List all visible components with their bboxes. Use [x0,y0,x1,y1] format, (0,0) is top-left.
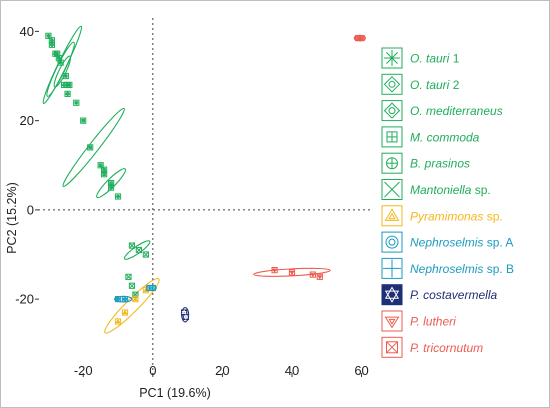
point-o-tauri-1 [57,59,64,66]
ellipse-o-tauri-2 [46,41,75,97]
axes: -20 0 20 40 60 -20 0 20 40 [15,24,369,378]
legend-label: Pyramimonas sp. [410,209,503,223]
point-b-prasinos [101,166,108,173]
y-axis-title: PC2 (15.2%) [5,182,19,254]
y-tick-label: 20 [20,113,34,128]
legend-item: P. tricornutum [381,336,483,358]
point-nephroselmis-sp-b [149,284,156,292]
point-m-commoda [80,117,87,124]
legend-label: O. tauri 1 [410,52,460,66]
point-o-tauri-2 [55,55,62,62]
legend-label: O. mediterraneus [410,104,503,118]
point-b-prasinos [107,184,115,191]
point-o-tauri-2 [48,41,56,48]
y-tick-label: 40 [20,24,34,39]
legend: O. tauri 1 O. tauri 2 O. mediterraneus M. c… [381,47,514,358]
point-mantoniella-sp [135,246,142,254]
legend-label: Mantoniella sp. [410,183,491,197]
point-mantoniella-sp [132,291,139,298]
point-m-commoda [97,162,104,169]
point-o-tauri-1 [45,32,52,39]
legend-item: Nephroselmis sp. B [381,257,514,279]
x-tick-label: 40 [285,363,299,378]
legend-item: B. prasinos [381,152,470,174]
point-p-lutheri [271,267,278,274]
ellipse-pyramimonas-sp [104,278,160,334]
point-o-tauri-1 [62,72,69,80]
x-tick-label: 60 [354,363,368,378]
point-p-costavermella [182,313,189,321]
legend-item: Pyramimonas sp. [381,205,503,227]
point-o-mediterraneus [64,81,71,89]
point-p-tricornutum [358,34,365,42]
x-tick-label: -20 [74,363,93,378]
ellipse-m-commoda [62,107,125,188]
legend-item: Mantoniella sp. [381,179,491,200]
legend-item: O. mediterraneus [381,100,503,122]
legend-label: Nephroselmis sp. A [410,236,513,250]
legend-item: Nephroselmis sp. A [381,231,513,253]
legend-item: P. lutheri [381,310,456,332]
legend-label: Nephroselmis sp. B [410,262,514,276]
point-pyramimonas-sp [114,318,122,325]
point-mantoniella-sp [142,251,149,258]
point-m-commoda [107,180,115,187]
point-mantoniella-sp [128,282,136,289]
point-o-mediterraneus [52,50,59,57]
legend-label: P. lutheri [410,315,456,329]
legend-label: P. costavermella [410,288,497,302]
point-p-lutheri [288,269,296,276]
legend-item: P. costavermella [381,284,497,306]
point-mantoniella-sp [128,242,136,249]
ellipse-mantoniella-sp [123,240,151,260]
legend-label: B. prasinos [410,157,470,171]
point-pyramimonas-sp [121,309,129,316]
point-o-tauri-1 [73,99,80,106]
legend-label: P. tricornutum [410,341,483,355]
reference-lines [38,18,372,375]
point-p-lutheri [316,273,323,280]
y-tick-label: -20 [15,292,34,307]
ellipse-p-lutheri [253,267,331,277]
point-nephroselmis-sp-a [121,296,129,303]
point-m-commoda [87,144,94,151]
point-p-lutheri [309,271,316,278]
point-nephroselmis-sp-a [114,296,122,303]
x-tick-label: 0 [149,363,156,378]
point-pyramimonas-sp [132,296,139,303]
legend-item: M. commoda [381,126,480,148]
confidence-ellipses [42,25,366,334]
legend-label: M. commoda [410,130,480,144]
x-axis-title: PC1 (19.6%) [139,386,211,400]
legend-item: O. tauri 2 [381,73,460,95]
y-tick-label: 0 [27,202,34,217]
legend-label: O. tauri 2 [410,78,460,92]
point-mantoniella-sp [125,273,132,280]
point-o-tauri-2 [64,90,71,97]
legend-item: O. tauri 1 [381,47,460,69]
x-tick-label: 20 [215,363,229,378]
point-b-prasinos [114,193,122,200]
data-points [45,32,365,325]
